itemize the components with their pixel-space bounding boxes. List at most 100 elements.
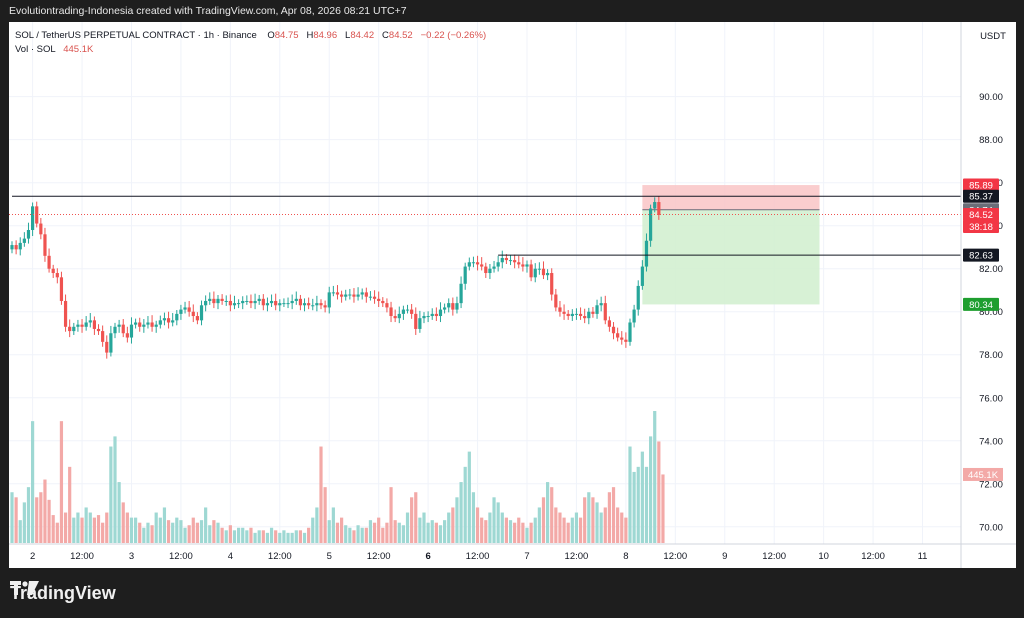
- candle-body: [294, 298, 298, 301]
- candle-body: [475, 262, 480, 265]
- candle-body: [574, 313, 579, 315]
- candle-body: [191, 311, 195, 317]
- time-tick-label: 2: [30, 551, 35, 562]
- volume-bar: [84, 507, 88, 543]
- volume-bar: [649, 436, 653, 543]
- volume-bar: [183, 527, 187, 543]
- price-chart[interactable]: USDT 70.00 72.00 74.00 76.00 78.00 80.00 82.00 8…: [9, 22, 1016, 568]
- candle-body: [278, 303, 282, 306]
- candle-body: [14, 245, 18, 250]
- volume-bar: [570, 517, 574, 543]
- volume-bar: [187, 525, 191, 543]
- time-tick-label: 12:00: [169, 551, 193, 562]
- volume-bar: [68, 466, 72, 543]
- price-tick-label: 80.00: [979, 307, 1003, 318]
- volume-bar: [521, 522, 525, 543]
- volume-bar: [113, 436, 117, 543]
- volume-bar: [340, 517, 344, 543]
- volume-bar: [513, 522, 517, 543]
- candle-body: [101, 331, 105, 342]
- candle-body: [76, 324, 80, 327]
- volume-bar: [356, 525, 360, 543]
- candle-body: [463, 266, 467, 284]
- candle-body: [68, 326, 72, 332]
- volume-bar: [616, 507, 620, 543]
- price-badge: [963, 189, 999, 203]
- change-value: −0.22 (−0.26%): [420, 30, 487, 41]
- price-badge: [963, 248, 999, 262]
- candle-body: [508, 260, 513, 262]
- candle-body: [517, 262, 521, 265]
- volume-bar: [319, 446, 323, 543]
- volume-bar: [278, 532, 282, 543]
- candle-body: [513, 260, 517, 263]
- volume-bar: [393, 520, 397, 543]
- candle-body: [80, 324, 84, 327]
- volume-bar: [344, 525, 348, 543]
- volume-bar: [154, 512, 158, 543]
- candle-body: [302, 303, 307, 306]
- candle-body: [88, 320, 92, 323]
- volume-bar: [109, 446, 113, 543]
- volume-bar: [508, 520, 513, 543]
- candle-body: [566, 313, 570, 317]
- price-tick-label: 78.00: [979, 350, 1003, 361]
- volume-bar: [249, 527, 253, 543]
- price-tick-label: 70.00: [979, 522, 1003, 533]
- volume-bar: [134, 517, 138, 543]
- volume-bar: [55, 522, 59, 543]
- volume-bar: [286, 532, 290, 543]
- volume-bar: [607, 492, 611, 543]
- candle-body: [96, 328, 101, 332]
- candle-body: [241, 300, 245, 304]
- volume-bar: [31, 421, 35, 543]
- candle-body: [166, 318, 171, 323]
- volume-bar: [447, 512, 451, 543]
- volume-bar: [492, 497, 496, 543]
- chart-area[interactable]: USDT 70.00 72.00 74.00 76.00 78.00 80.00 82.00 8…: [9, 22, 1016, 568]
- time-tick-label: 9: [722, 551, 727, 562]
- volume-bar: [269, 527, 274, 543]
- volume-bar: [364, 527, 368, 543]
- volume-bar: [525, 527, 529, 543]
- candle-body: [611, 326, 616, 334]
- candle-body: [208, 298, 212, 301]
- candle-body: [455, 303, 459, 310]
- candle-body: [269, 300, 274, 304]
- volume-bar: [228, 525, 232, 543]
- time-tick-label: 4: [228, 551, 233, 562]
- candle-body: [26, 230, 31, 239]
- candle-body: [504, 257, 508, 261]
- time-tick-label: 12:00: [861, 551, 885, 562]
- candle-body: [154, 324, 158, 327]
- volume-bar: [595, 502, 599, 543]
- volume-bar: [443, 520, 447, 543]
- candle-body: [121, 324, 125, 334]
- candle-body: [18, 242, 22, 250]
- candle-body: [117, 324, 121, 327]
- volume-bar: [18, 520, 22, 543]
- candle-body: [546, 273, 550, 276]
- volume-bar: [261, 530, 265, 543]
- volume-bar: [455, 497, 459, 543]
- candle-body: [237, 303, 241, 305]
- volume-bar: [459, 482, 463, 543]
- price-tick-label: 82.00: [979, 264, 1003, 275]
- volume-bar: [484, 520, 488, 543]
- volume-bar: [517, 517, 521, 543]
- volume-bar: [603, 507, 607, 543]
- candle-body: [356, 294, 360, 297]
- volume-bar: [632, 471, 636, 543]
- candle-body: [216, 298, 220, 304]
- volume-bar: [307, 527, 311, 543]
- volume-bar: [105, 512, 109, 543]
- candle-body: [570, 313, 574, 317]
- currency-label: USDT: [980, 31, 1006, 42]
- volume-bar: [500, 512, 504, 543]
- candle-body: [533, 268, 537, 278]
- candle-body: [286, 303, 290, 305]
- volume-bar: [216, 522, 220, 543]
- candle-body: [422, 316, 426, 319]
- volume-bar: [480, 517, 484, 543]
- volume-bar: [661, 474, 665, 543]
